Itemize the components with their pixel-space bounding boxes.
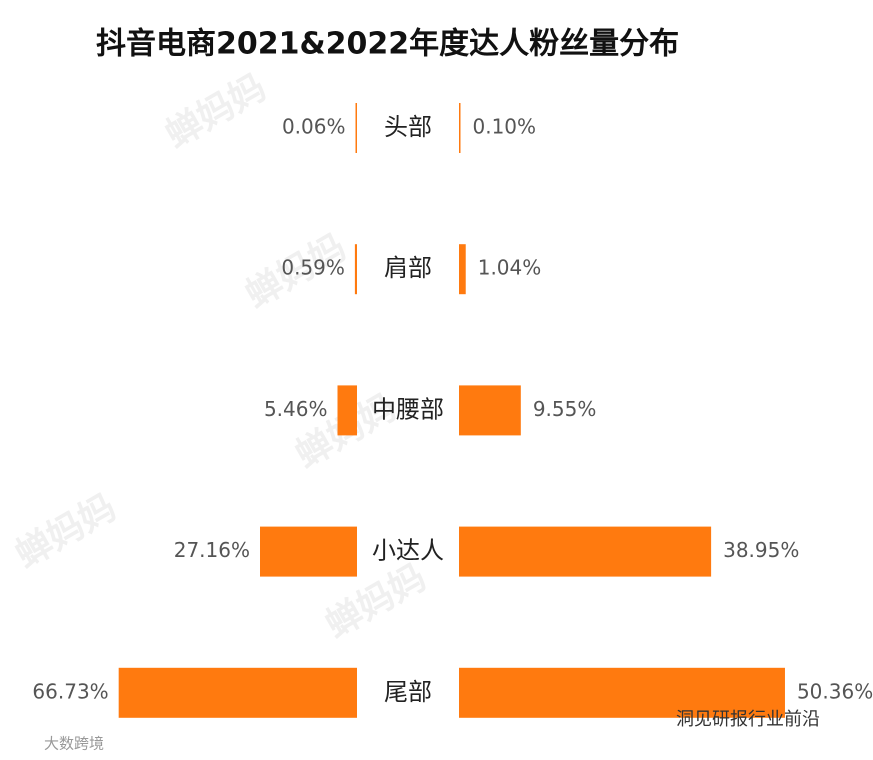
value-label: 50.36% xyxy=(797,679,873,703)
bar xyxy=(459,526,712,577)
value-label: 9.55% xyxy=(533,397,597,421)
bar xyxy=(459,244,466,295)
footer-left: 大数跨境 xyxy=(44,735,104,753)
chart-title: 抖音电商2021&2022年度达人粉丝量分布 xyxy=(96,27,679,62)
watermark: 蝉妈妈 xyxy=(9,487,123,577)
bar xyxy=(118,667,357,718)
value-label: 5.46% xyxy=(264,397,328,421)
bar xyxy=(459,103,461,153)
value-label: 1.04% xyxy=(478,256,542,280)
bar xyxy=(355,103,357,153)
category-label: 小达人 xyxy=(372,537,444,565)
category-label: 头部 xyxy=(384,113,432,141)
value-label: 38.95% xyxy=(723,538,799,562)
category-label: 尾部 xyxy=(384,678,432,706)
value-label: 27.16% xyxy=(174,538,250,562)
value-label: 66.73% xyxy=(32,679,108,703)
bar xyxy=(459,667,785,718)
bar xyxy=(354,244,357,295)
category-label: 中腰部 xyxy=(372,395,444,423)
value-label: 0.10% xyxy=(473,115,537,139)
watermark: 蝉妈妈 xyxy=(159,67,273,157)
footer-right: 洞见研报行业前沿 xyxy=(676,709,820,730)
value-label: 0.06% xyxy=(282,115,346,139)
bar xyxy=(337,385,357,436)
bar xyxy=(459,385,521,436)
value-label: 0.59% xyxy=(281,256,345,280)
category-label: 肩部 xyxy=(384,254,432,282)
bar xyxy=(260,526,357,577)
